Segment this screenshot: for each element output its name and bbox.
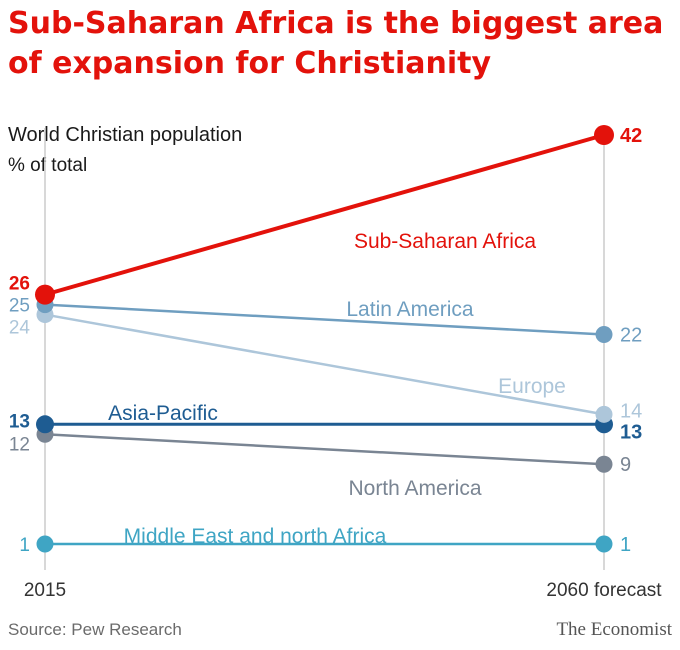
series-line-latin-america <box>43 303 606 336</box>
point-2060-latin-america <box>595 326 613 344</box>
data-label-2060-north-america: 9 <box>620 454 631 476</box>
data-label-2060-asia-pacific: 13 <box>620 421 642 443</box>
data-label-2015-north-america: 12 <box>9 434 30 455</box>
data-label-2015-asia-pacific: 13 <box>9 411 30 432</box>
x-tick-label-2015: 2015 <box>24 580 66 601</box>
data-label-2060-latin-america: 22 <box>620 325 642 347</box>
data-label-2015-europe: 24 <box>9 318 31 339</box>
series-name-europe: Europe <box>498 375 566 398</box>
brand-logo: The Economist <box>556 619 672 640</box>
series-name-asia-pacific: Asia-Pacific <box>108 402 218 425</box>
point-2015-sub-saharan-africa <box>35 284 55 305</box>
point-2060-sub-saharan-africa <box>594 125 614 145</box>
data-label-2060-middle-east-and-north-africa: 1 <box>620 534 631 556</box>
source-note: Source: Pew Research <box>8 620 182 639</box>
series-name-latin-america: Latin America <box>346 298 474 321</box>
chart-title: Sub-Saharan Africa is the biggest area o… <box>8 6 664 81</box>
series-name-sub-saharan-africa: Sub-Saharan Africa <box>354 230 536 253</box>
point-2060-europe <box>595 405 613 423</box>
data-label-2015-middle-east-and-north-africa: 1 <box>19 535 30 556</box>
point-2060-middle-east-and-north-africa <box>595 535 613 553</box>
series-name-middle-east-and-north-africa: Middle East and north Africa <box>124 525 387 548</box>
data-label-2015-latin-america: 25 <box>9 296 30 317</box>
series-line-sub-saharan-africa <box>43 133 606 297</box>
x-tick-label-2060: 2060 forecast <box>546 580 662 601</box>
series-line-north-america <box>43 433 606 466</box>
data-label-2060-sub-saharan-africa: 42 <box>620 125 642 147</box>
series-layer: 1 1 Middle East and north Africa 12 9 North A… <box>9 125 642 556</box>
point-2015-asia-pacific <box>36 415 54 434</box>
point-2060-north-america <box>595 455 613 473</box>
y-axis-label: % of total <box>8 155 87 176</box>
data-label-2015-sub-saharan-africa: 26 <box>9 274 30 295</box>
series-line-europe <box>43 313 606 416</box>
data-label-2060-europe: 14 <box>620 400 642 422</box>
point-2015-middle-east-and-north-africa <box>36 535 54 553</box>
chart-subtitle: World Christian population <box>8 124 242 146</box>
series-name-north-america: North America <box>348 477 481 500</box>
